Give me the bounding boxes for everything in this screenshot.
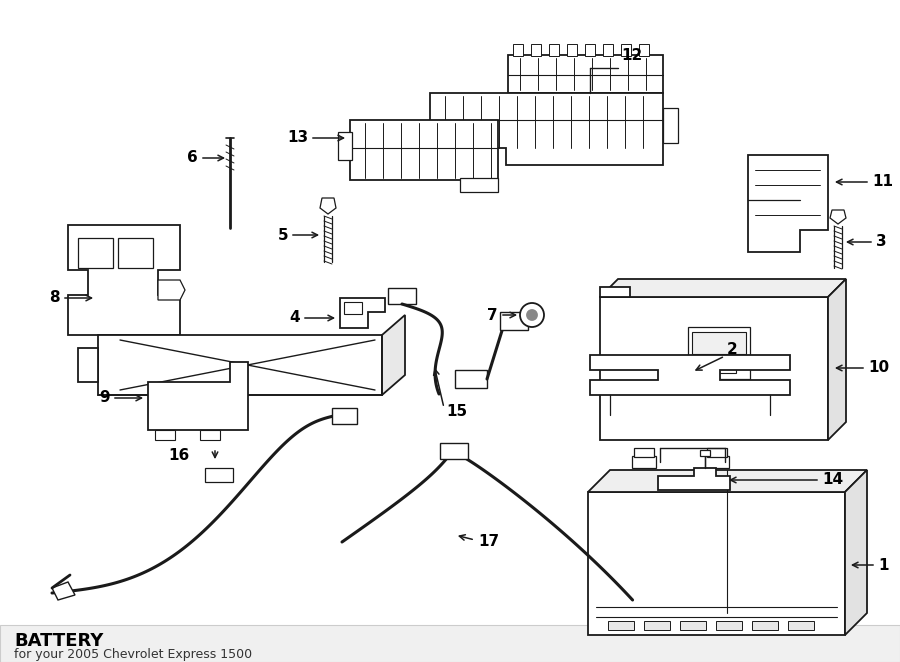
Polygon shape <box>680 621 706 630</box>
Polygon shape <box>639 44 649 56</box>
Polygon shape <box>644 621 670 630</box>
Polygon shape <box>845 470 867 635</box>
Polygon shape <box>68 225 180 335</box>
Polygon shape <box>588 470 867 492</box>
Polygon shape <box>340 298 385 328</box>
Text: 8: 8 <box>50 291 60 305</box>
Polygon shape <box>590 355 790 395</box>
Polygon shape <box>508 55 663 93</box>
Text: 11: 11 <box>872 175 893 189</box>
Polygon shape <box>440 443 468 459</box>
Polygon shape <box>752 621 778 630</box>
Polygon shape <box>52 582 75 600</box>
Polygon shape <box>603 44 613 56</box>
Text: BATTERY: BATTERY <box>14 632 104 650</box>
Polygon shape <box>600 297 828 440</box>
Text: 5: 5 <box>277 228 288 242</box>
Polygon shape <box>688 327 750 379</box>
Text: 17: 17 <box>478 534 500 549</box>
Text: 6: 6 <box>187 150 198 166</box>
Polygon shape <box>531 44 541 56</box>
Polygon shape <box>716 621 742 630</box>
Text: 14: 14 <box>822 473 843 487</box>
Polygon shape <box>632 456 656 468</box>
Polygon shape <box>0 625 900 662</box>
Circle shape <box>520 303 544 327</box>
Polygon shape <box>338 132 352 160</box>
Text: 10: 10 <box>868 361 889 375</box>
Polygon shape <box>200 430 220 440</box>
Polygon shape <box>148 362 248 430</box>
Text: 4: 4 <box>290 310 300 326</box>
Circle shape <box>527 310 537 320</box>
Polygon shape <box>600 279 846 297</box>
Polygon shape <box>205 468 233 482</box>
Polygon shape <box>155 430 175 440</box>
Text: 2: 2 <box>727 342 738 357</box>
Text: 3: 3 <box>876 234 886 250</box>
Polygon shape <box>350 120 498 180</box>
Polygon shape <box>567 44 577 56</box>
Polygon shape <box>388 288 416 304</box>
Polygon shape <box>828 279 846 440</box>
Text: 15: 15 <box>446 404 467 420</box>
Polygon shape <box>78 348 98 382</box>
Polygon shape <box>692 332 746 354</box>
Polygon shape <box>600 287 630 297</box>
Polygon shape <box>716 359 736 373</box>
Polygon shape <box>588 492 845 635</box>
Text: 7: 7 <box>488 308 498 322</box>
Polygon shape <box>748 155 828 252</box>
Polygon shape <box>692 359 712 373</box>
Text: 13: 13 <box>287 130 308 146</box>
Polygon shape <box>658 468 730 490</box>
Polygon shape <box>549 44 559 56</box>
Polygon shape <box>430 93 663 165</box>
Text: 12: 12 <box>621 48 643 62</box>
Text: 1: 1 <box>878 557 888 573</box>
Polygon shape <box>158 280 185 300</box>
Polygon shape <box>663 108 678 143</box>
Polygon shape <box>513 44 523 56</box>
Polygon shape <box>118 238 153 268</box>
Polygon shape <box>460 178 498 192</box>
Text: 16: 16 <box>168 448 189 463</box>
Text: for your 2005 Chevrolet Express 1500: for your 2005 Chevrolet Express 1500 <box>14 648 252 661</box>
Polygon shape <box>830 210 846 224</box>
Polygon shape <box>700 450 710 456</box>
Polygon shape <box>500 312 528 330</box>
Polygon shape <box>634 448 654 457</box>
Polygon shape <box>621 44 631 56</box>
Polygon shape <box>98 335 382 395</box>
Polygon shape <box>705 456 729 468</box>
Polygon shape <box>344 302 362 314</box>
Text: 9: 9 <box>99 391 110 406</box>
Polygon shape <box>332 408 357 424</box>
Polygon shape <box>707 448 727 457</box>
Polygon shape <box>78 238 113 268</box>
Polygon shape <box>382 315 405 395</box>
Polygon shape <box>455 370 487 388</box>
Polygon shape <box>788 621 814 630</box>
Polygon shape <box>585 44 595 56</box>
Polygon shape <box>608 621 634 630</box>
Polygon shape <box>320 198 336 214</box>
